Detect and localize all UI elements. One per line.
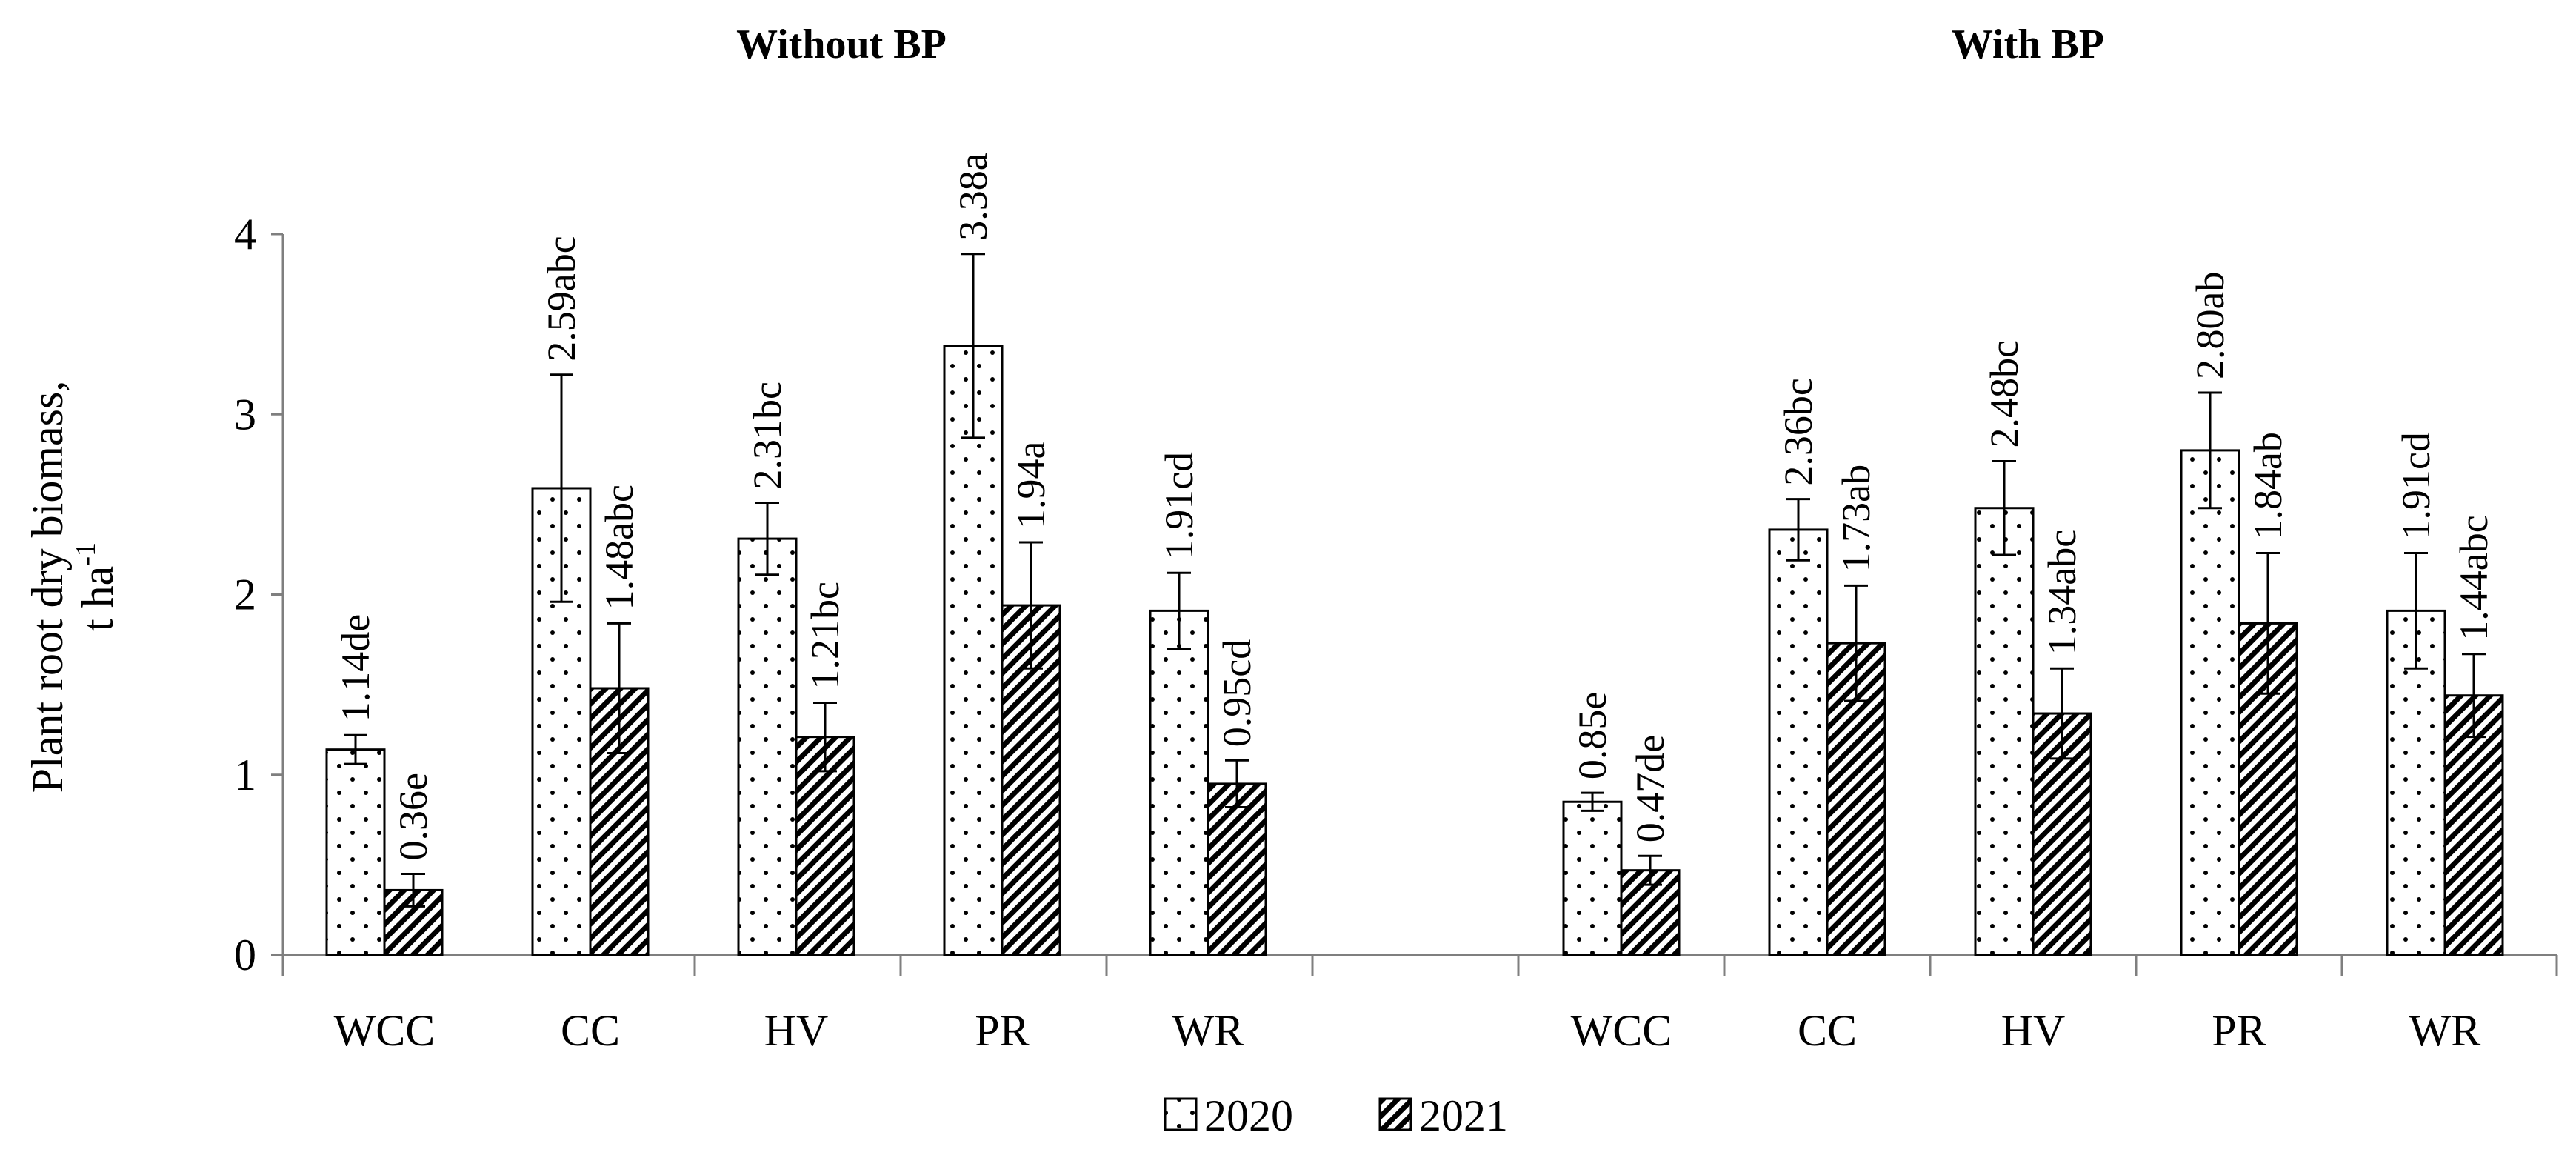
data-label-2020-cc: 2.36bc [1776, 378, 1821, 485]
data-label-2020-wcc: 1.14de [333, 614, 378, 722]
data-label-2020-pr: 2.80ab [2188, 272, 2232, 379]
bar-2021-wr [1207, 782, 1267, 956]
y-tick-label: 2 [234, 570, 256, 619]
axis-ticks: 0 1 2 3 4 WCC CC HV PR WR WCC CC HV PR WR [234, 210, 2558, 1055]
y-tick-label: 4 [234, 210, 256, 259]
y-axis-title-line2: t ha-1 [70, 542, 122, 631]
bar-2020-wr [1149, 609, 1209, 956]
data-label-2021-wcc: 0.36e [391, 773, 436, 860]
data-label-2020-wr: 1.91cd [1157, 452, 1201, 559]
category-label-hv: HV [2001, 1006, 2066, 1055]
data-label-2021-cc: 1.73ab [1834, 465, 1878, 572]
y-axis-title: Plant root dry biomass, [23, 381, 72, 793]
y-tick-label: 1 [234, 751, 256, 799]
category-label-cc: CC [561, 1006, 620, 1055]
y-axis-title-line1: Plant root dry biomass, [23, 381, 72, 793]
legend: 2020 2021 [1164, 1091, 1508, 1140]
panel-title-with-bp: With BP [1952, 21, 2104, 67]
data-label-2020-wr: 1.91cd [2394, 432, 2438, 539]
data-label-2021-wcc: 0.47de [1628, 735, 1672, 842]
data-label-2021-cc: 1.48abc [597, 485, 641, 610]
data-label-2020-hv: 2.31bc [745, 382, 790, 489]
data-label-2021-pr: 1.84ab [2246, 432, 2290, 539]
legend-swatch-2020 [1164, 1097, 1198, 1131]
category-label-wcc: WCC [1571, 1006, 1672, 1055]
category-label-wr: WR [2409, 1006, 2481, 1055]
legend-swatch-2021 [1378, 1097, 1412, 1131]
data-label-2021-wr: 1.44abc [2452, 515, 2496, 640]
category-label-wr: WR [1172, 1006, 1244, 1055]
legend-label-2021: 2021 [1419, 1091, 1508, 1140]
error-bars [344, 253, 2486, 908]
data-label-2021-pr: 1.94a [1009, 441, 1053, 529]
y-tick-label: 0 [234, 931, 256, 979]
category-label-wcc: WCC [334, 1006, 436, 1055]
data-labels: 1.14de 0.36e 2.59abc 1.48abc 2.31bc 1.21bc 3.3… [333, 153, 2496, 860]
y-axis-unit: t ha [73, 566, 122, 631]
bars [325, 345, 2504, 956]
category-label-hv: HV [764, 1006, 829, 1055]
data-label-2020-hv: 2.48bc [1982, 340, 2026, 447]
data-label-2021-hv: 1.21bc [803, 582, 847, 689]
bar-2020-hv [1974, 507, 2035, 956]
data-label-2021-hv: 1.34abc [2040, 530, 2084, 655]
bar-2020-pr [2180, 449, 2240, 956]
data-label-2020-pr: 3.38a [951, 153, 995, 241]
data-label-2021-wr: 0.95cd [1215, 639, 1259, 747]
y-axis-unit-superscript: -1 [70, 542, 101, 566]
panel-title-without-bp: Without BP [736, 21, 947, 67]
data-label-2020-cc: 2.59abc [539, 236, 584, 361]
legend-label-2020: 2020 [1204, 1091, 1293, 1140]
category-label-pr: PR [975, 1006, 1029, 1055]
bar-2020-wcc [325, 748, 386, 956]
category-label-cc: CC [1798, 1006, 1857, 1055]
bar-2020-wcc [1562, 800, 1623, 956]
bar-2020-cc [1768, 528, 1829, 956]
y-tick-label: 3 [234, 390, 256, 439]
bar-2021-hv [795, 736, 855, 956]
bar-2020-hv [737, 537, 798, 956]
category-label-pr: PR [2212, 1006, 2266, 1055]
data-label-2020-wcc: 0.85e [1570, 692, 1615, 779]
